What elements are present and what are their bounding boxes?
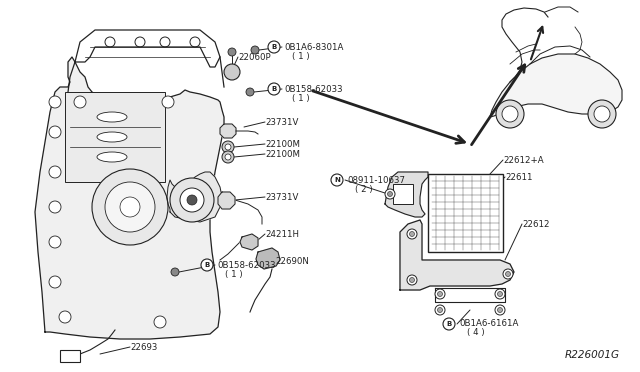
Circle shape: [502, 106, 518, 122]
Text: R226001G: R226001G: [565, 350, 620, 360]
Text: 08911-10637: 08911-10637: [347, 176, 405, 185]
Text: B: B: [271, 86, 276, 92]
Text: ( 1 ): ( 1 ): [292, 93, 310, 103]
Circle shape: [224, 64, 240, 80]
Text: 24211H: 24211H: [265, 230, 299, 238]
Text: 22060P: 22060P: [238, 52, 271, 61]
Polygon shape: [400, 220, 514, 290]
Circle shape: [268, 83, 280, 95]
Circle shape: [443, 318, 455, 330]
Text: 22612: 22612: [522, 219, 550, 228]
Circle shape: [190, 37, 200, 47]
Text: 23731V: 23731V: [265, 118, 298, 126]
Circle shape: [251, 46, 259, 54]
Circle shape: [201, 259, 213, 271]
Circle shape: [105, 182, 155, 232]
Circle shape: [222, 151, 234, 163]
Circle shape: [222, 141, 234, 153]
Circle shape: [497, 308, 502, 312]
Circle shape: [410, 231, 415, 237]
Text: 22100M: 22100M: [265, 140, 300, 148]
Circle shape: [407, 275, 417, 285]
Circle shape: [187, 195, 197, 205]
Text: ( 1 ): ( 1 ): [292, 51, 310, 61]
Circle shape: [387, 192, 392, 196]
Circle shape: [407, 229, 417, 239]
Circle shape: [49, 201, 61, 213]
Circle shape: [49, 276, 61, 288]
Circle shape: [435, 305, 445, 315]
Text: 22612+A: 22612+A: [503, 155, 543, 164]
Polygon shape: [240, 234, 258, 250]
Ellipse shape: [97, 112, 127, 122]
Polygon shape: [220, 124, 236, 138]
Circle shape: [59, 311, 71, 323]
Circle shape: [105, 37, 115, 47]
Circle shape: [497, 292, 502, 296]
Circle shape: [180, 188, 204, 212]
Circle shape: [331, 174, 343, 186]
Text: 0B1A6-8301A: 0B1A6-8301A: [284, 42, 344, 51]
Circle shape: [268, 41, 280, 53]
FancyBboxPatch shape: [65, 92, 165, 182]
Polygon shape: [35, 57, 224, 339]
Circle shape: [135, 37, 145, 47]
Text: 22690N: 22690N: [275, 257, 309, 266]
Circle shape: [225, 144, 231, 150]
Ellipse shape: [97, 152, 127, 162]
Circle shape: [171, 268, 179, 276]
Circle shape: [162, 96, 174, 108]
Circle shape: [435, 289, 445, 299]
Text: 0B158-62033: 0B158-62033: [217, 260, 276, 269]
Circle shape: [496, 100, 524, 128]
Text: B: B: [446, 321, 452, 327]
Text: 22100M: 22100M: [265, 150, 300, 158]
Polygon shape: [167, 172, 222, 222]
Text: ( 2 ): ( 2 ): [355, 185, 372, 193]
Circle shape: [170, 178, 214, 222]
Circle shape: [49, 96, 61, 108]
Text: 0B1A6-6161A: 0B1A6-6161A: [459, 320, 518, 328]
Polygon shape: [218, 192, 235, 209]
Text: 0B158-62033: 0B158-62033: [284, 84, 342, 93]
Circle shape: [438, 292, 442, 296]
Circle shape: [228, 48, 236, 56]
FancyBboxPatch shape: [393, 184, 413, 204]
Text: ( 4 ): ( 4 ): [467, 328, 484, 337]
Circle shape: [74, 96, 86, 108]
Text: B: B: [204, 262, 210, 268]
FancyBboxPatch shape: [60, 350, 80, 362]
Text: B: B: [271, 44, 276, 50]
Circle shape: [120, 197, 140, 217]
Ellipse shape: [97, 132, 127, 142]
Text: 22611: 22611: [505, 173, 532, 182]
Circle shape: [495, 289, 505, 299]
Circle shape: [49, 126, 61, 138]
Polygon shape: [256, 248, 280, 269]
Circle shape: [49, 166, 61, 178]
Circle shape: [92, 169, 168, 245]
Text: N: N: [334, 177, 340, 183]
FancyBboxPatch shape: [428, 174, 503, 252]
Circle shape: [588, 100, 616, 128]
Circle shape: [385, 189, 395, 199]
Circle shape: [503, 269, 513, 279]
Circle shape: [506, 272, 511, 276]
Text: 22693: 22693: [130, 343, 157, 352]
Polygon shape: [490, 54, 622, 117]
Circle shape: [594, 106, 610, 122]
Text: 23731V: 23731V: [265, 192, 298, 202]
Circle shape: [225, 154, 231, 160]
Circle shape: [438, 308, 442, 312]
Circle shape: [160, 37, 170, 47]
Circle shape: [246, 88, 254, 96]
Text: ( 1 ): ( 1 ): [225, 269, 243, 279]
Circle shape: [154, 316, 166, 328]
Circle shape: [410, 278, 415, 282]
Circle shape: [495, 305, 505, 315]
Polygon shape: [385, 172, 428, 217]
Circle shape: [49, 236, 61, 248]
